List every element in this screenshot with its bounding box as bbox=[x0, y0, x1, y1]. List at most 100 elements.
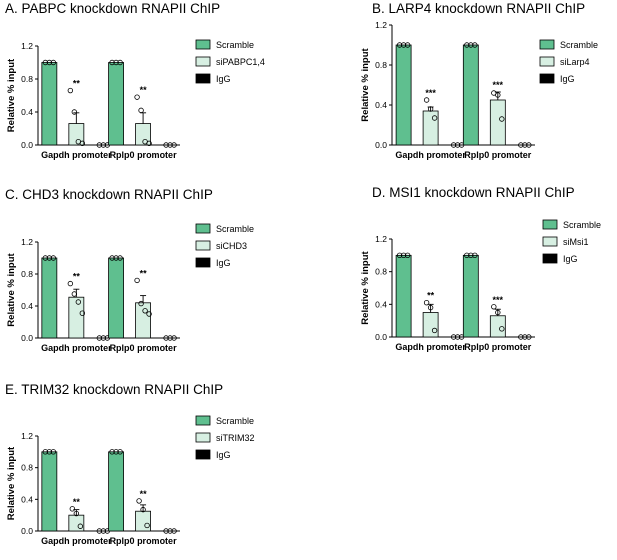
data-point bbox=[117, 59, 123, 66]
legend-swatch bbox=[195, 56, 211, 67]
legend-swatch bbox=[195, 449, 211, 460]
data-point bbox=[138, 107, 144, 114]
y-tick-label: 0.0 bbox=[21, 333, 33, 343]
data-point bbox=[499, 326, 505, 332]
data-point bbox=[423, 300, 430, 306]
data-point bbox=[71, 109, 78, 115]
legend-label: IgG bbox=[216, 258, 231, 268]
data-point bbox=[100, 528, 107, 534]
data-point bbox=[464, 252, 470, 259]
legend-label: siPABPC1,4 bbox=[216, 57, 265, 67]
data-point bbox=[163, 335, 169, 341]
data-point bbox=[144, 522, 150, 529]
data-point bbox=[42, 255, 49, 261]
x-tick-label: Gapdh promoter bbox=[395, 150, 466, 160]
y-tick-label: 0.8 bbox=[21, 74, 33, 84]
data-point bbox=[450, 334, 457, 340]
legend-label: Scramble bbox=[216, 40, 254, 50]
x-tick-label: Rplp0 promoter bbox=[110, 150, 178, 160]
data-point bbox=[46, 255, 53, 261]
significance-label: ** bbox=[140, 85, 148, 95]
data-point bbox=[171, 528, 177, 534]
legend-swatch bbox=[542, 236, 558, 247]
significance-label: *** bbox=[493, 295, 504, 305]
chart-title: C. CHD3 knockdown RNAPII ChIP bbox=[5, 187, 213, 202]
y-tick-label: 1.2 bbox=[375, 20, 387, 30]
y-tick-label: 0.0 bbox=[21, 140, 33, 150]
legend-label: siLarp4 bbox=[560, 57, 590, 67]
chart-title: B. LARP4 knockdown RNAPII ChIP bbox=[372, 1, 585, 16]
legend-label: IgG bbox=[560, 74, 575, 84]
x-tick-label: Gapdh promoter bbox=[395, 342, 466, 352]
legend-swatch bbox=[195, 415, 211, 426]
bar-scramble-gapdh bbox=[41, 257, 58, 339]
y-tick-label: 0.4 bbox=[21, 301, 33, 311]
x-tick-label: Gapdh promoter bbox=[41, 150, 112, 160]
data-point bbox=[472, 252, 478, 259]
legend-swatch bbox=[542, 253, 558, 264]
data-point bbox=[146, 311, 152, 317]
bar-scramble-gapdh bbox=[41, 62, 58, 146]
data-point bbox=[96, 528, 103, 534]
bar-scramble-gapdh bbox=[41, 451, 58, 532]
data-point bbox=[134, 94, 140, 100]
data-point bbox=[171, 335, 177, 341]
y-tick-label: 0.0 bbox=[375, 140, 387, 150]
data-point bbox=[117, 449, 123, 455]
data-point bbox=[404, 252, 411, 259]
bar-scramble-rplp0 bbox=[108, 257, 124, 339]
y-tick-label: 0.4 bbox=[21, 494, 33, 504]
data-point bbox=[79, 140, 86, 147]
y-axis-label: Relative % input bbox=[6, 58, 17, 132]
legend-swatch bbox=[539, 56, 555, 67]
legend-label: Scramble bbox=[216, 224, 254, 234]
data-point bbox=[136, 498, 142, 504]
data-point bbox=[146, 140, 152, 147]
data-point bbox=[142, 308, 148, 314]
data-point bbox=[163, 528, 169, 534]
y-tick-label: 0.4 bbox=[375, 100, 387, 110]
legend-label: siMsi1 bbox=[563, 237, 589, 247]
y-tick-label: 0.4 bbox=[375, 299, 387, 309]
x-tick-label: Gapdh promoter bbox=[41, 536, 112, 546]
y-tick-label: 0.0 bbox=[375, 332, 387, 342]
data-point bbox=[468, 42, 474, 48]
data-point bbox=[400, 42, 407, 48]
data-point bbox=[42, 59, 49, 66]
data-point bbox=[96, 335, 103, 341]
significance-label: ** bbox=[427, 291, 435, 301]
legend-swatch bbox=[195, 39, 211, 50]
data-point bbox=[69, 506, 76, 512]
bar-sitrim32-rplp0 bbox=[135, 510, 151, 532]
data-point bbox=[113, 449, 119, 455]
chart-title: D. MSI1 knockdown RNAPII ChIP bbox=[372, 185, 575, 200]
chart-title: A. PABPC knockdown RNAPII ChIP bbox=[5, 1, 220, 16]
data-point bbox=[73, 510, 80, 517]
y-tick-label: 0.8 bbox=[21, 463, 33, 473]
data-point bbox=[427, 304, 434, 311]
data-point bbox=[109, 59, 115, 66]
data-point bbox=[427, 106, 434, 112]
bar-scramble-rplp0 bbox=[462, 254, 479, 338]
chart-panel-c: C. CHD3 knockdown RNAPII ChIP 0.0 0.4 0.8 1.… bbox=[5, 187, 254, 353]
data-point bbox=[495, 92, 501, 98]
legend-label: Scramble bbox=[216, 416, 254, 426]
data-point bbox=[79, 310, 86, 316]
x-tick-label: Rplp0 promoter bbox=[110, 343, 178, 353]
bar-scramble-rplp0 bbox=[108, 62, 124, 146]
data-point bbox=[113, 255, 119, 261]
data-point bbox=[454, 334, 461, 340]
y-tick-label: 0.8 bbox=[375, 60, 387, 70]
data-point bbox=[71, 291, 78, 297]
data-point bbox=[499, 116, 505, 122]
legend-swatch bbox=[195, 73, 211, 84]
data-point bbox=[495, 309, 501, 316]
chart-panel-a: A. PABPC knockdown RNAPII ChIP 0.0 0.4 0.8 1… bbox=[5, 1, 265, 160]
data-point bbox=[134, 277, 140, 284]
y-tick-label: 0.8 bbox=[375, 267, 387, 277]
y-axis-label: Relative % input bbox=[6, 252, 17, 326]
data-point bbox=[109, 255, 115, 261]
bar-scramble-gapdh bbox=[395, 254, 412, 338]
